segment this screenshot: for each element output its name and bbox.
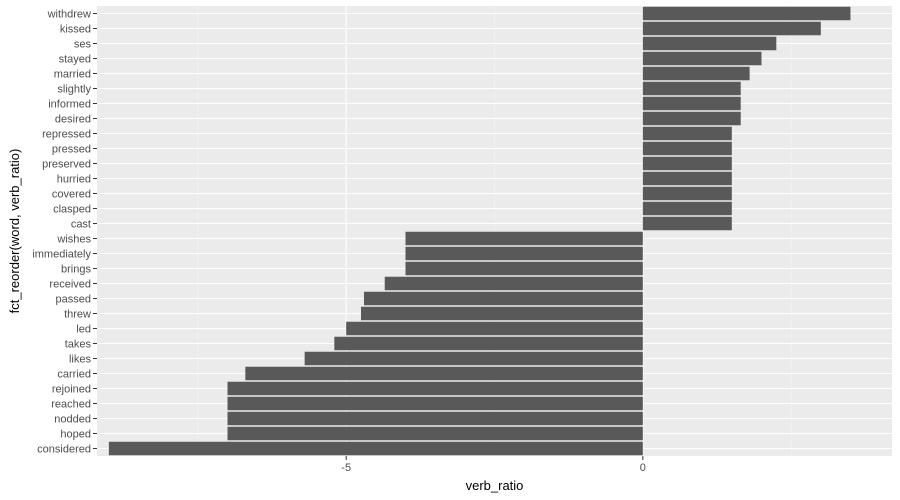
bar-nodded <box>227 411 643 426</box>
y-tick-label: wishes <box>56 234 91 246</box>
bar-clasped <box>642 201 732 216</box>
y-tick-label: received <box>49 279 91 291</box>
y-tick-label: desired <box>55 114 91 126</box>
y-tick-label: takes <box>65 339 92 351</box>
bar-pressed <box>642 141 732 156</box>
y-tick-label: threw <box>64 309 91 321</box>
y-axis-title: fct_reorder(word, verb_ratio) <box>7 149 22 314</box>
y-tick-label: informed <box>48 99 91 111</box>
bar-wishes <box>405 231 643 246</box>
y-tick-label: led <box>76 324 91 336</box>
y-tick-label: reached <box>51 399 91 411</box>
bar-desired <box>642 111 741 126</box>
y-tick-label: covered <box>52 189 91 201</box>
y-tick-label: clasped <box>53 204 91 216</box>
y-tick-label: preserved <box>42 159 91 171</box>
bar-reached <box>227 396 643 411</box>
bar-rejoined <box>227 381 643 396</box>
y-tick-label: withdrew <box>47 9 91 21</box>
bar-immediately <box>405 246 643 261</box>
bar-ses <box>642 36 777 51</box>
y-tick-label: stayed <box>59 54 91 66</box>
y-tick-label: hurried <box>57 174 91 186</box>
bar-covered <box>642 186 732 201</box>
y-tick-label: nodded <box>54 414 91 426</box>
y-tick-label: rejoined <box>52 384 91 396</box>
bar-preserved <box>642 156 732 171</box>
y-tick-label: slightly <box>57 84 91 96</box>
y-tick-label: kissed <box>60 24 91 36</box>
y-tick-label: repressed <box>42 129 91 141</box>
x-tick-label: 0 <box>640 462 646 474</box>
bar-passed <box>363 291 643 306</box>
bar-withdrew <box>642 6 851 21</box>
y-tick-label: married <box>54 69 91 81</box>
bar-cast <box>642 216 732 231</box>
x-axis-title: verb_ratio <box>466 478 524 493</box>
bar-led <box>346 321 643 336</box>
bar-carried <box>245 366 643 381</box>
y-tick-label: carried <box>57 369 91 381</box>
y-tick-label: cast <box>71 219 91 231</box>
y-tick-label: pressed <box>52 144 91 156</box>
bar-repressed <box>642 126 732 141</box>
bar-likes <box>304 351 643 366</box>
y-axis-ticks: withdrew kissed ses stayed married slightly in… <box>32 9 97 456</box>
y-tick-label: likes <box>69 354 92 366</box>
x-axis-ticks: -5 0 <box>341 456 646 474</box>
bar-stayed <box>642 51 762 66</box>
bar-hurried <box>642 171 732 186</box>
bar-informed <box>642 96 741 111</box>
bar-slightly <box>642 81 741 96</box>
bar-considered <box>108 441 643 456</box>
bar-hoped <box>227 426 643 441</box>
y-tick-label: brings <box>61 264 91 276</box>
x-tick-label: -5 <box>341 462 351 474</box>
y-tick-label: hoped <box>60 429 91 441</box>
bars <box>108 6 851 456</box>
y-tick-label: passed <box>56 294 91 306</box>
y-tick-label: immediately <box>32 249 91 261</box>
y-tick-label: ses <box>74 39 92 51</box>
bar-married <box>642 66 750 81</box>
bar-brings <box>405 261 643 276</box>
bar-takes <box>334 336 643 351</box>
bar-received <box>384 276 643 291</box>
bar-threw <box>361 306 643 321</box>
bar-kissed <box>642 21 821 36</box>
y-tick-label: considered <box>37 444 91 456</box>
